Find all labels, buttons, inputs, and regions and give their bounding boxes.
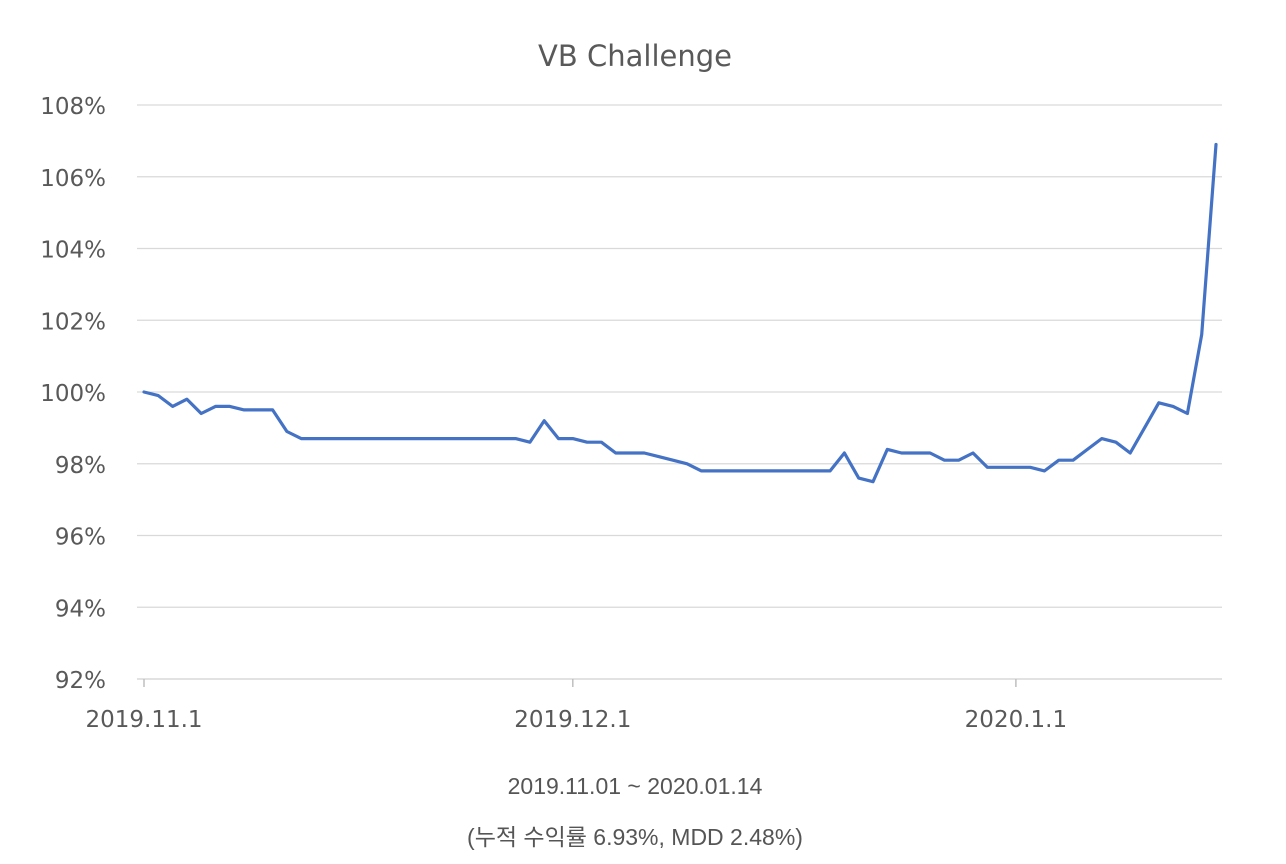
y-tick-label: 98% — [55, 453, 106, 479]
x-tick-label: 2019.12.1 — [514, 707, 631, 733]
y-tick-label: 92% — [55, 668, 106, 694]
gridlines — [137, 104, 1222, 608]
series-line — [142, 142, 1218, 484]
y-tick-label: 94% — [55, 596, 106, 622]
y-tick-label: 96% — [55, 525, 106, 551]
y-tick-label: 100% — [40, 381, 106, 407]
y-tick-label: 106% — [40, 166, 106, 192]
y-tick-label: 108% — [40, 94, 106, 120]
x-tick-label: 2020.1.1 — [965, 707, 1067, 733]
series-lines — [142, 142, 1218, 484]
summary-caption: (누적 수익률 6.93%, MDD 2.48%) — [467, 824, 803, 850]
y-tick-label: 102% — [40, 309, 106, 335]
period-caption: 2019.11.01 ~ 2020.01.14 — [507, 773, 763, 799]
x-tick-label: 2019.11.1 — [85, 707, 202, 733]
chart: VB Challenge 92% 94% 96% 98% 100% 102% 104% 106… — [40, 39, 1222, 733]
y-axis-tick-labels: 92% 94% 96% 98% 100% 102% 104% 106% 108% — [40, 94, 106, 694]
chart-title: VB Challenge — [538, 39, 732, 73]
y-tick-label: 104% — [40, 238, 106, 264]
x-axis: 2019.11.1 2019.12.1 2020.1.1 — [85, 678, 1222, 733]
